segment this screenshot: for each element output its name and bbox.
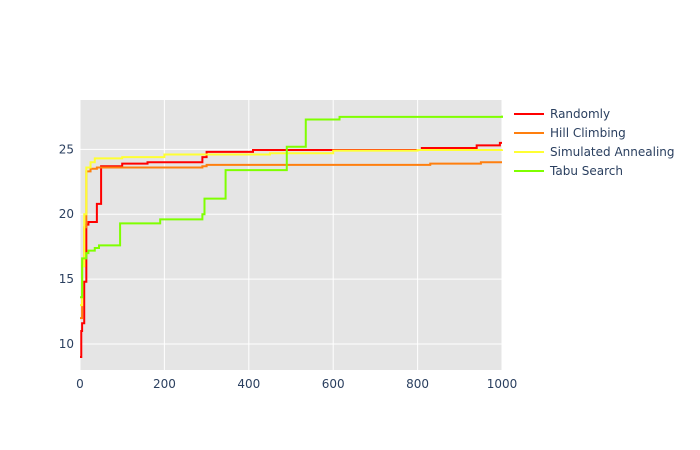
plot-background — [80, 100, 502, 370]
legend: Randomly Hill Climbing Simulated Annealing… — [514, 107, 675, 178]
legend-item-simulated-annealing[interactable]: Simulated Annealing — [514, 145, 675, 159]
legend-item-randomly[interactable]: Randomly — [514, 107, 610, 121]
x-tick-label: 600 — [322, 377, 345, 391]
series-line-simulated-annealing — [80, 148, 503, 307]
x-axis-ticks: 0 200 400 600 800 1000 — [76, 377, 517, 391]
legend-label: Tabu Search — [549, 164, 623, 178]
x-tick-label: 0 — [76, 377, 84, 391]
series-line-tabu-search — [80, 115, 503, 299]
y-axis-ticks: 10 15 20 25 — [59, 142, 74, 351]
legend-label: Randomly — [550, 107, 610, 121]
legend-label: Simulated Annealing — [550, 145, 675, 159]
legend-item-tabu-search[interactable]: Tabu Search — [514, 164, 623, 178]
x-tick-label: 1000 — [487, 377, 518, 391]
y-tick-label: 25 — [59, 142, 74, 156]
x-tick-label: 800 — [406, 377, 429, 391]
legend-label: Hill Climbing — [550, 126, 626, 140]
y-tick-label: 15 — [59, 272, 74, 286]
y-tick-label: 20 — [59, 207, 74, 221]
legend-item-hill-climbing[interactable]: Hill Climbing — [514, 126, 626, 140]
series-line-randomly — [80, 141, 502, 359]
x-tick-label: 200 — [153, 377, 176, 391]
series-lines — [80, 115, 503, 359]
y-tick-label: 10 — [59, 337, 74, 351]
x-tick-label: 400 — [237, 377, 260, 391]
